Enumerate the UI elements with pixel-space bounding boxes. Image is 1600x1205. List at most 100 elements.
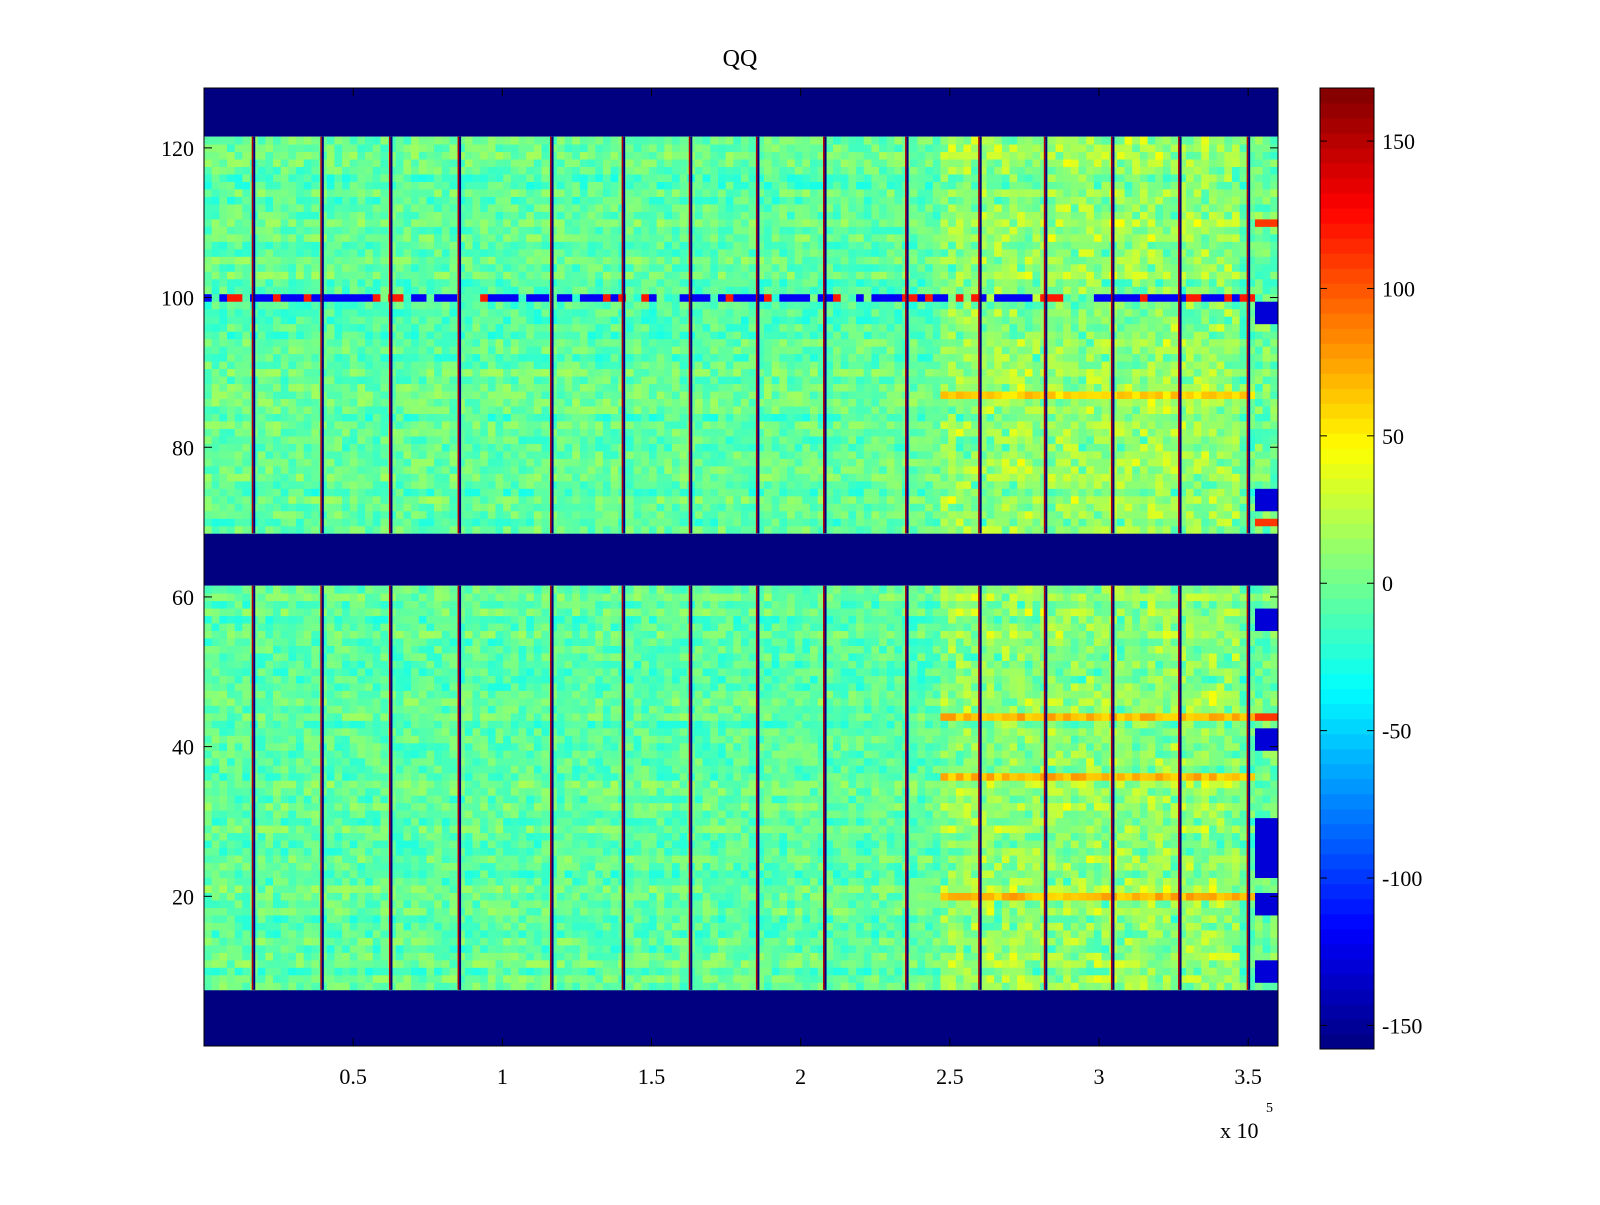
heatmap-cell bbox=[963, 750, 972, 759]
heatmap-cell bbox=[257, 817, 266, 826]
heatmap-cell bbox=[1001, 795, 1011, 804]
heatmap-cell bbox=[948, 772, 957, 781]
heatmap-cell bbox=[641, 974, 650, 983]
heatmap-cell bbox=[1055, 885, 1064, 893]
heatmap-cell bbox=[633, 840, 642, 849]
heatmap-cell bbox=[372, 952, 382, 961]
heatmap-cell bbox=[1086, 832, 1095, 841]
heatmap-cell bbox=[434, 847, 443, 856]
heatmap-cell bbox=[694, 750, 704, 759]
heatmap-cell bbox=[733, 840, 742, 849]
heatmap-cell bbox=[342, 817, 351, 826]
heatmap-cell bbox=[833, 795, 842, 804]
heatmap-cell bbox=[533, 959, 543, 968]
heatmap-cell bbox=[234, 959, 243, 968]
heatmap-cell bbox=[1124, 855, 1133, 864]
heatmap-cell bbox=[311, 840, 320, 849]
heatmap-cell bbox=[1224, 742, 1233, 751]
heatmap-cell bbox=[641, 967, 650, 976]
heatmap-cell bbox=[1170, 870, 1179, 879]
heatmap-cell bbox=[779, 900, 788, 908]
heatmap-cell bbox=[994, 772, 1003, 781]
heatmap-cell bbox=[579, 929, 589, 938]
heatmap-cell bbox=[1170, 967, 1179, 976]
heatmap-cell bbox=[1047, 772, 1057, 781]
heatmap-cell bbox=[380, 907, 389, 916]
heatmap-cell bbox=[833, 757, 842, 766]
heatmap-cell bbox=[925, 810, 934, 819]
heatmap-cell bbox=[311, 750, 320, 759]
heatmap-cell bbox=[940, 929, 949, 938]
heatmap-cell bbox=[1185, 974, 1195, 983]
heatmap-cell bbox=[741, 832, 750, 841]
heatmap-cell bbox=[265, 885, 274, 893]
heatmap-cell bbox=[227, 735, 236, 744]
heatmap-cell bbox=[1086, 907, 1095, 916]
heatmap-cell bbox=[1101, 780, 1110, 789]
heatmap-cell bbox=[733, 795, 742, 804]
heatmap-cell bbox=[219, 742, 228, 751]
heatmap-cell bbox=[296, 922, 305, 931]
heatmap-cell bbox=[741, 937, 750, 946]
heatmap-cell bbox=[204, 929, 213, 938]
heatmap-cell bbox=[510, 742, 520, 751]
heatmap-cell bbox=[1262, 929, 1271, 938]
heatmap-cell bbox=[817, 742, 826, 751]
heatmap-cell bbox=[994, 862, 1003, 871]
heatmap-cell bbox=[572, 907, 581, 916]
heatmap-cell bbox=[227, 772, 236, 781]
heatmap-cell bbox=[1017, 825, 1026, 834]
heatmap-cell bbox=[579, 772, 589, 781]
heatmap-cell bbox=[917, 892, 926, 901]
heatmap-cell bbox=[1262, 817, 1271, 826]
heatmap-cell bbox=[917, 967, 926, 976]
heatmap-cell bbox=[1093, 802, 1103, 811]
heatmap-cell bbox=[833, 735, 842, 744]
heatmap-cell bbox=[487, 750, 497, 759]
heatmap-cell bbox=[296, 840, 305, 849]
heatmap-cell bbox=[564, 780, 573, 789]
heatmap-cell bbox=[342, 780, 351, 789]
heatmap-cell bbox=[1001, 944, 1011, 953]
heatmap-cell bbox=[779, 787, 788, 796]
heatmap-cell bbox=[380, 735, 389, 744]
heatmap-cell bbox=[917, 765, 926, 774]
heatmap-cell bbox=[925, 750, 934, 759]
heatmap-cell bbox=[879, 900, 888, 908]
heatmap-cell bbox=[955, 795, 965, 804]
heatmap-cell bbox=[533, 802, 543, 811]
heatmap-cell bbox=[273, 780, 282, 789]
heatmap-cell bbox=[595, 915, 604, 923]
heatmap-cell bbox=[257, 825, 266, 834]
heatmap-cell bbox=[449, 885, 458, 893]
heatmap-cell bbox=[848, 772, 857, 781]
heatmap-cell bbox=[1247, 825, 1256, 834]
heatmap-cell bbox=[587, 944, 596, 953]
heatmap-cell bbox=[779, 825, 788, 834]
heatmap-cell bbox=[211, 847, 220, 856]
heatmap-cell bbox=[579, 892, 589, 901]
heatmap-cell bbox=[234, 944, 243, 953]
heatmap-cell bbox=[1116, 787, 1126, 796]
heatmap-cell bbox=[1147, 832, 1156, 841]
heatmap-cell bbox=[441, 780, 451, 789]
heatmap-cell bbox=[894, 810, 903, 819]
heatmap-cell bbox=[863, 915, 873, 923]
heatmap-cell bbox=[334, 742, 343, 751]
heatmap-cell bbox=[273, 727, 282, 736]
heatmap-cell bbox=[1208, 840, 1218, 849]
heatmap-cell bbox=[257, 780, 266, 789]
heatmap-cell bbox=[541, 727, 550, 736]
heatmap-cell bbox=[1001, 885, 1011, 893]
heatmap-cell bbox=[1193, 907, 1202, 916]
heatmap-cell bbox=[863, 907, 873, 916]
heatmap-cell bbox=[725, 735, 734, 744]
heatmap-cell bbox=[1055, 802, 1064, 811]
heatmap-cell bbox=[280, 855, 289, 864]
heatmap-cell bbox=[280, 922, 289, 931]
heatmap-cell bbox=[871, 862, 880, 871]
heatmap-cell bbox=[1032, 735, 1041, 744]
heatmap-cell bbox=[886, 810, 896, 819]
heatmap-cell bbox=[909, 802, 919, 811]
heatmap-cell bbox=[1086, 944, 1095, 953]
